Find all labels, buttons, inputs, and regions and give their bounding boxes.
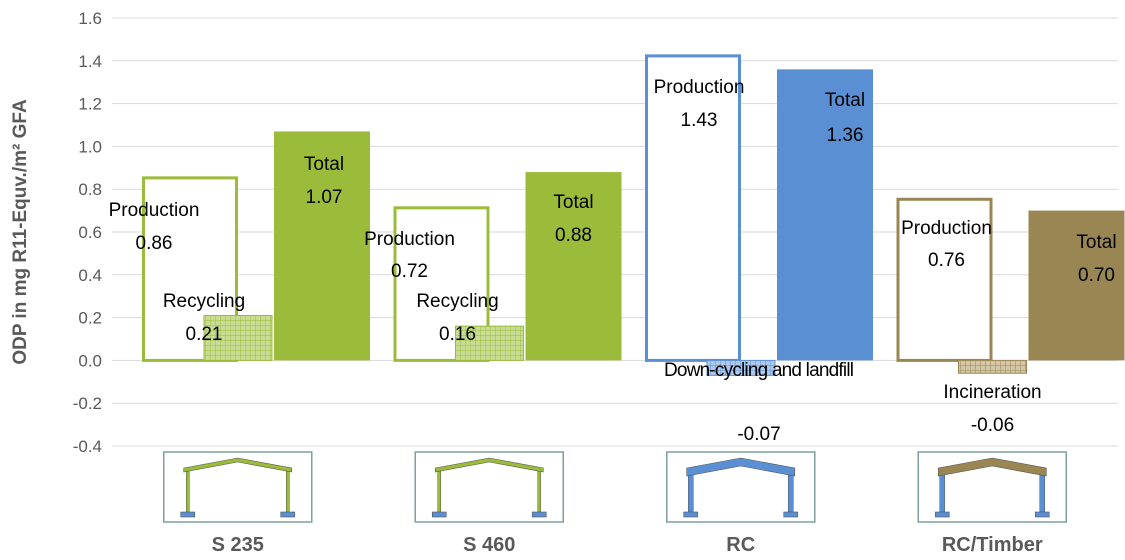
y-tick-label: 1.4 — [78, 52, 102, 71]
bars — [142, 54, 1125, 376]
y-tick-label: 1.2 — [78, 95, 102, 114]
x-axis-categories: S 235 S 460 RC RC/Timber — [212, 534, 1043, 556]
rc-timber-production-bar — [896, 197, 993, 362]
rc-total-bar — [777, 69, 873, 361]
structure-icons — [163, 451, 1067, 523]
y-tick-label: 0.8 — [78, 180, 102, 199]
s-460-column-left — [437, 467, 441, 513]
y-axis-label: ODP in mg R11-Equv./m² GFA — [10, 99, 31, 365]
rc-timber-total-bar — [1028, 210, 1125, 361]
s-235-structure-box — [163, 451, 313, 523]
y-tick-label: -0.2 — [73, 394, 102, 413]
y-tick-label: 1.0 — [78, 137, 102, 156]
s-235-recycling-label: Recycling — [163, 291, 245, 312]
rc-foundation-left — [683, 511, 699, 518]
s-235-recycling-bar — [203, 314, 273, 361]
s-460-recycling-value: 0.16 — [439, 324, 476, 345]
rc-timber-production-label: Production — [901, 218, 992, 239]
s-460-total-bar — [525, 172, 622, 361]
s-460-foundation-right — [531, 511, 547, 518]
rc-down-cycling-and-landfill-bar — [706, 359, 776, 376]
y-tick-label: 0.2 — [78, 309, 102, 328]
rc-timber-incineration-label: Incineration — [943, 382, 1041, 403]
rc-production-value: 1.43 — [681, 110, 718, 131]
s-235-recycling-value: 0.21 — [186, 324, 223, 345]
rc-category-label: RC — [726, 534, 755, 556]
s-235-column-right — [286, 467, 290, 513]
s-460-total-value: 0.88 — [555, 225, 592, 246]
rc-foundation-right — [783, 511, 799, 518]
rc-timber-total-value: 0.70 — [1078, 265, 1115, 286]
s-235-roof — [183, 457, 293, 473]
s-460-total-label: Total — [553, 192, 593, 213]
rc-timber-roof — [937, 457, 1047, 477]
rc-timber-foundation-right — [1034, 511, 1050, 518]
s-235-column-left — [186, 467, 190, 513]
y-tick-label: 0.0 — [78, 351, 102, 370]
s-235-foundation-left — [180, 511, 196, 518]
s-460-roof — [434, 457, 544, 473]
s-460-category-label: S 460 — [463, 534, 515, 556]
rc-timber-foundation-left — [934, 511, 950, 518]
s-235-foundation-right — [280, 511, 296, 518]
s-460-production-value: 0.72 — [391, 261, 428, 282]
data-labels: Production 0.86 Recycling 0.21 Total 1.07 Prod… — [109, 77, 1117, 445]
s-235-total-value: 1.07 — [306, 187, 343, 208]
s-460-recycling-label: Recycling — [416, 291, 498, 312]
s-235-total-label: Total — [304, 154, 344, 175]
y-tick-label: 1.6 — [78, 9, 102, 28]
rc-down-cycling-and-landfill-label: Down-cycling and landfill — [664, 360, 854, 381]
s-235-production-value: 0.86 — [136, 233, 173, 254]
y-tick-label: -0.4 — [73, 437, 102, 456]
s-460-recycling-bar — [455, 325, 524, 361]
y-tick-label: 0.4 — [78, 266, 102, 285]
rc-total-value: 1.36 — [827, 125, 864, 146]
s-460-structure-box — [414, 451, 564, 523]
rc-roof — [686, 457, 796, 477]
s-235-total-bar — [274, 131, 370, 361]
y-axis-ticks: -0.4 -0.2 0.0 0.2 0.4 0.6 0.8 1.0 1.2 1.4 1.6 — [73, 9, 102, 456]
s-235-production-label: Production — [109, 200, 200, 221]
s-460-foundation-left — [431, 511, 447, 518]
s-460-column-right — [537, 467, 541, 513]
rc-timber-incineration-value: -0.06 — [971, 415, 1014, 436]
y-tick-label: 0.6 — [78, 223, 102, 242]
rc-timber-total-label: Total — [1076, 232, 1116, 253]
rc-down-cycling-and-landfill-value: -0.07 — [737, 424, 780, 445]
rc-timber-production-value: 0.76 — [928, 250, 965, 271]
rc-total-label: Total — [825, 90, 865, 111]
rc-timber-incineration-bar — [958, 359, 1027, 374]
s-235-category-label: S 235 — [212, 534, 264, 556]
rc-production-label: Production — [654, 77, 745, 98]
s-460-production-label: Production — [364, 229, 455, 250]
rc-timber-category-label: RC/Timber — [942, 534, 1043, 556]
rc-production-bar — [645, 54, 741, 362]
